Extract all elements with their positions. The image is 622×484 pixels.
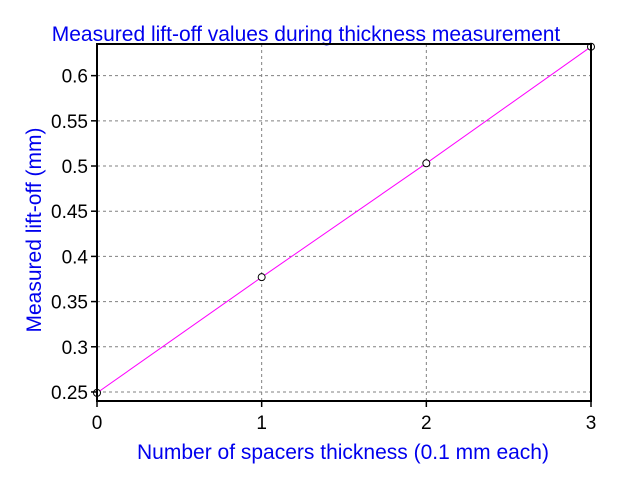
- data-point: [257, 273, 266, 282]
- series-layer: [93, 42, 595, 397]
- x-tick-label: 2: [421, 413, 432, 434]
- y-tick-label: 0.55: [51, 112, 88, 133]
- y-tick-label: 0.6: [62, 67, 88, 88]
- series-line: [96, 46, 592, 394]
- y-tick-label: 0.35: [51, 293, 88, 314]
- plot-frame: [96, 43, 592, 402]
- x-tick-label: 1: [256, 413, 267, 434]
- y-tick-label: 0.4: [62, 247, 89, 268]
- y-axis-label: Measured lift-off (mm): [23, 128, 46, 333]
- grid-layer: [97, 44, 591, 401]
- chart-title: Measured lift-off values during thicknes…: [52, 23, 561, 46]
- x-tick-label: 0: [92, 413, 103, 434]
- y-tick-label: 0.3: [62, 338, 88, 359]
- y-tick-label: 0.25: [51, 383, 88, 404]
- y-tick-label: 0.5: [62, 157, 88, 178]
- x-axis-label: Number of spacers thickness (0.1 mm each…: [137, 441, 549, 464]
- data-point: [422, 159, 431, 168]
- y-tick-label: 0.45: [51, 202, 88, 223]
- tick-layer: 0 1 2 3 0.25 0.3 0.35 0.4 0.45 0.5 0.55 0.6: [51, 67, 596, 434]
- x-tick-label: 3: [586, 413, 597, 434]
